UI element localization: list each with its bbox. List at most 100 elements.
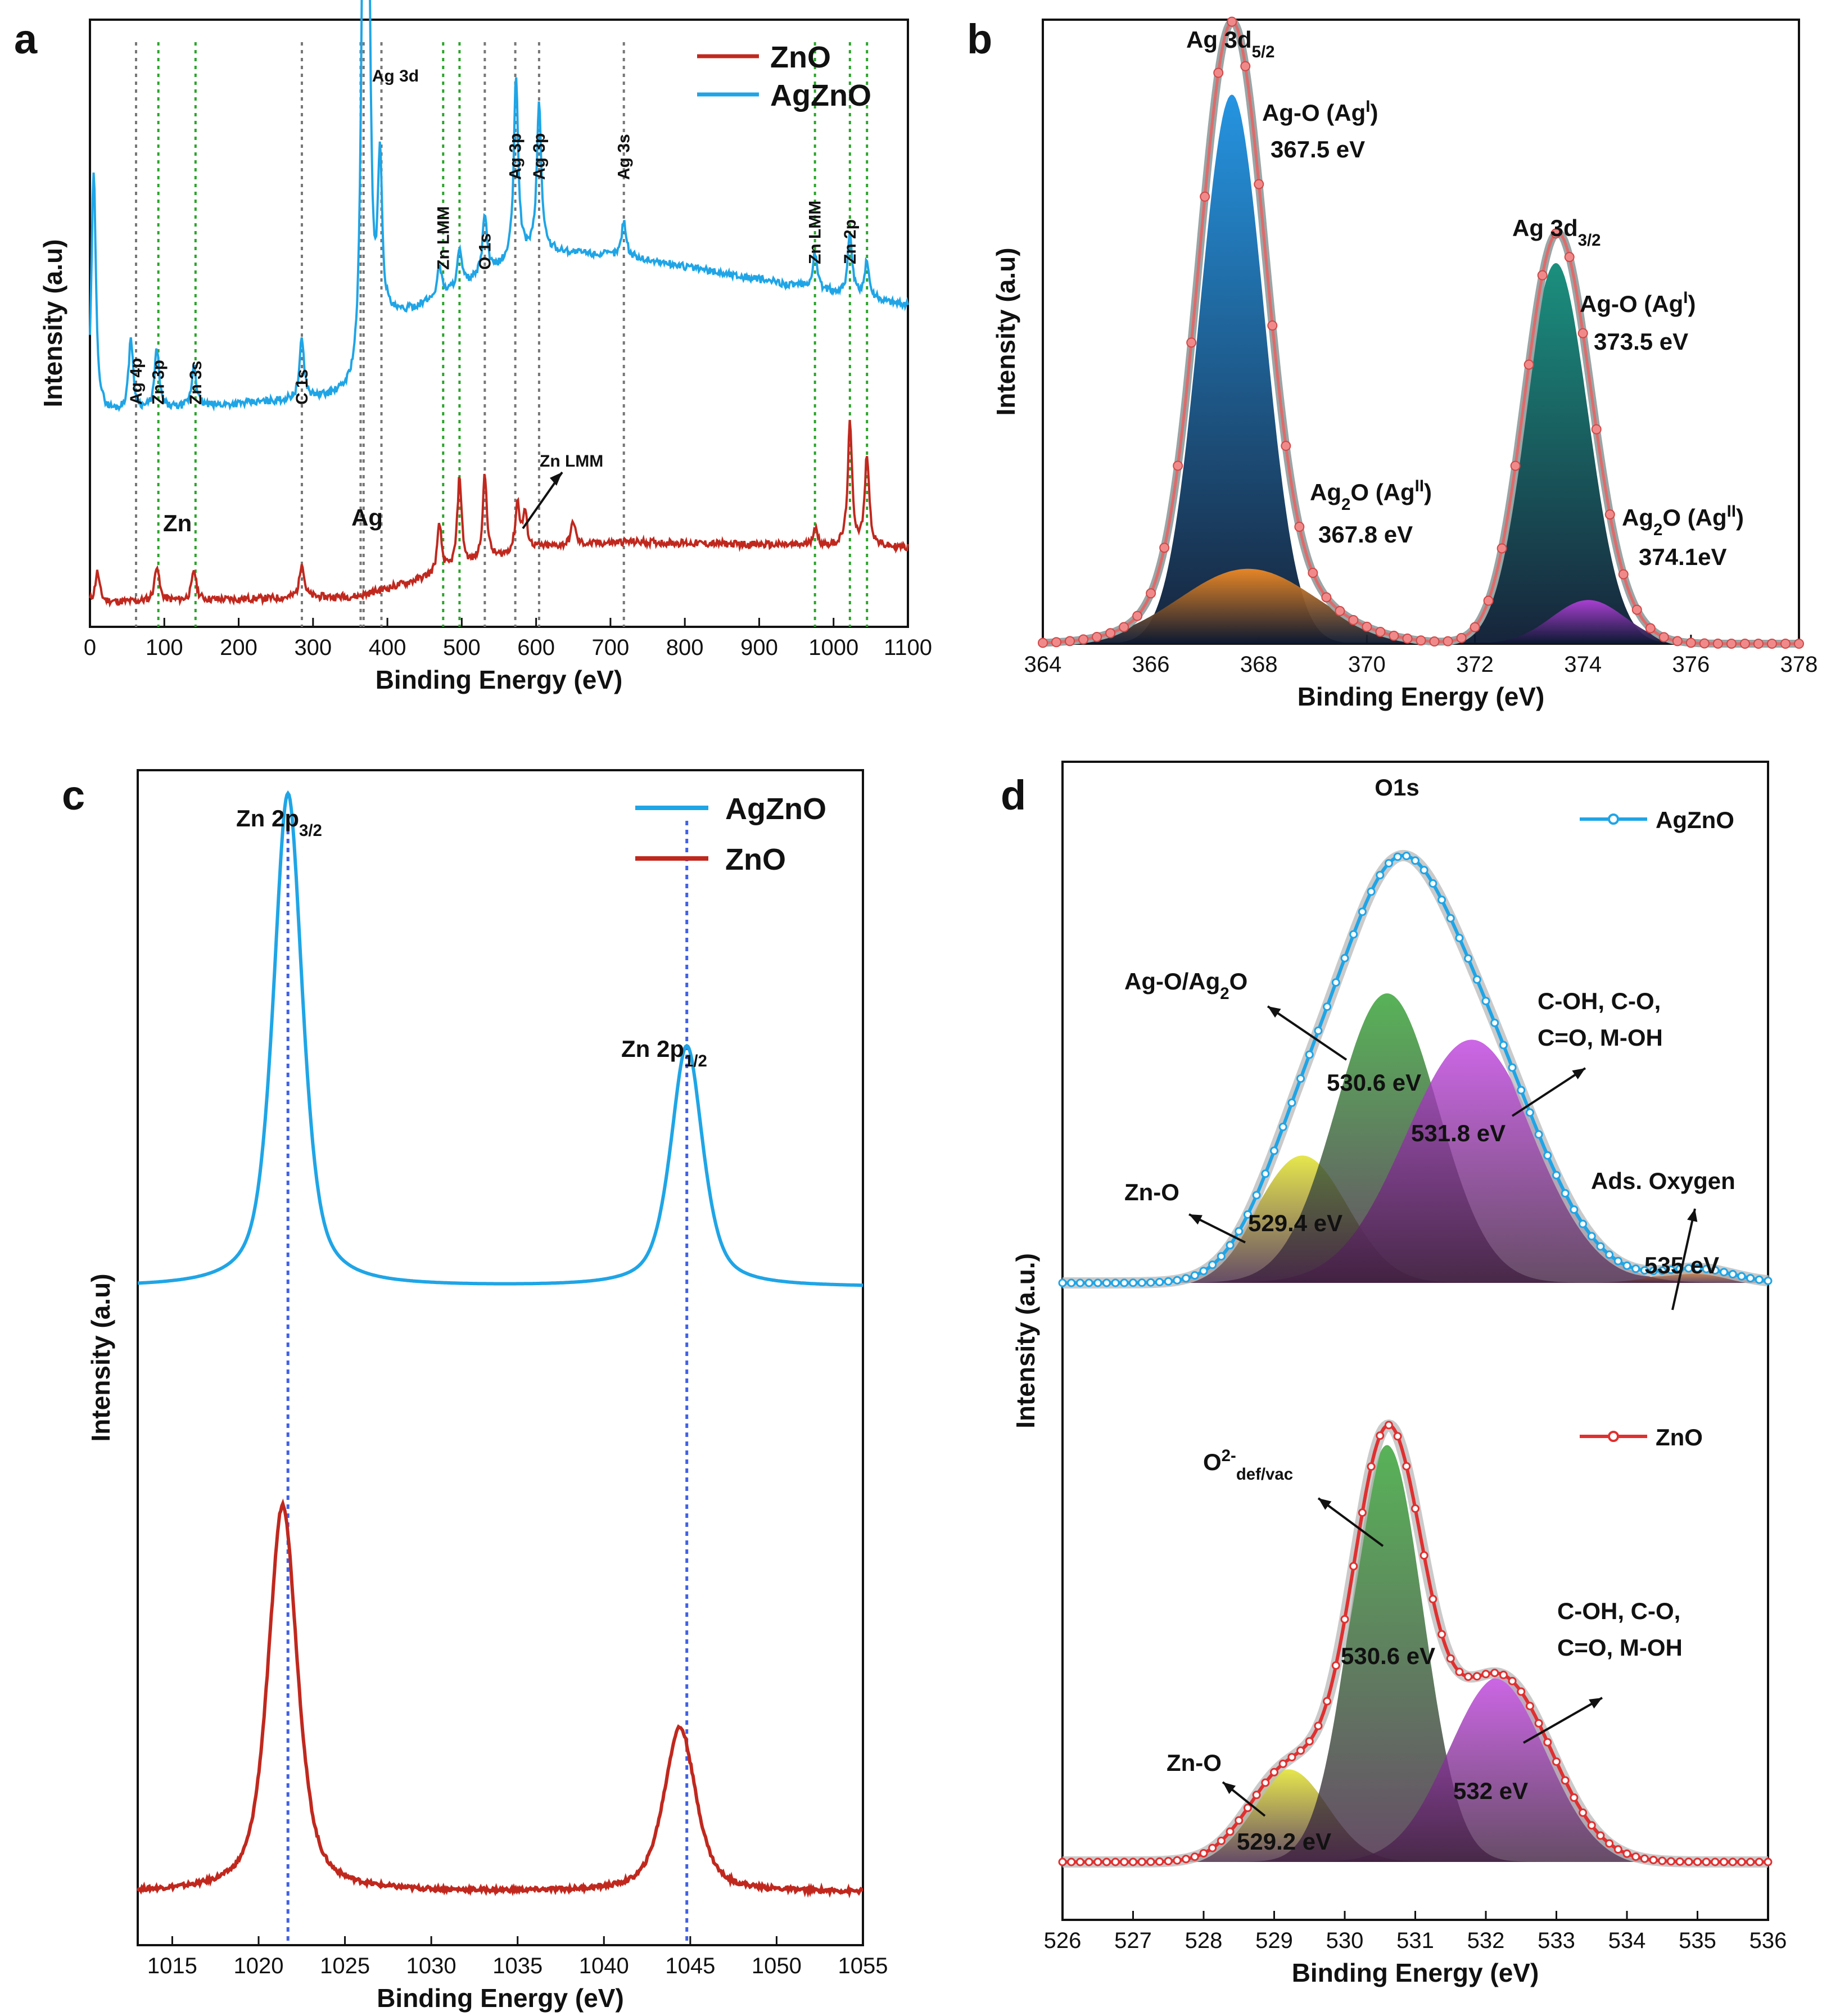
data-point (1497, 543, 1507, 554)
data-point (1455, 933, 1464, 942)
data-point (1570, 1205, 1579, 1214)
data-point (1182, 1855, 1191, 1864)
data-point (1649, 1855, 1658, 1864)
data-point (1270, 1768, 1278, 1777)
axes-panel-c: 1015 1020 1025 1030 1035 1040 1045 1050 1055 Bind… (86, 769, 888, 2013)
x-tick-label: 374 (1564, 652, 1602, 677)
data-point (1481, 1670, 1490, 1679)
legend: AgZnO (1580, 807, 1734, 833)
component-area (1063, 1039, 1768, 1283)
data-point (1605, 1839, 1614, 1848)
data-point (1375, 627, 1386, 638)
data-point (1111, 1278, 1120, 1287)
peak-label-zn2p32: Zn 2p3/2 (236, 805, 322, 840)
data-point (1699, 638, 1710, 649)
data-point (1739, 638, 1750, 649)
legend: ZnO (1580, 1424, 1703, 1450)
data-point (1186, 337, 1197, 348)
peak-label: Zn LMM (806, 201, 825, 264)
data-point (1294, 522, 1305, 532)
label-ago-2: Ag-O (AgI) (1580, 288, 1696, 318)
x-tick-label: 535 (1679, 1928, 1716, 1953)
data-point (1455, 1667, 1464, 1676)
label-coh-2: C=O, M-OH (1538, 1024, 1663, 1051)
x-tick-label: 376 (1672, 652, 1710, 677)
data-point (1684, 1857, 1693, 1866)
data-point (1780, 639, 1791, 649)
label-ads-oxygen: Ads. Oxygen (1591, 1168, 1735, 1194)
arrow-head (1572, 1068, 1585, 1079)
data-point (1393, 852, 1402, 861)
data-point (1067, 1278, 1076, 1287)
data-point (1490, 1018, 1499, 1027)
x-tick-label: 530 (1326, 1928, 1364, 1953)
y-axis-label: Intensity (a.u.) (1011, 1253, 1040, 1429)
data-point (1093, 1278, 1102, 1287)
component-area (1063, 1676, 1768, 1862)
data-point (1058, 1278, 1067, 1287)
data-point (1746, 1274, 1755, 1283)
label-535: 535 eV (1644, 1252, 1719, 1278)
data-point (1720, 1857, 1729, 1866)
label-ago-1: Ag-O (AgI) (1262, 97, 1378, 126)
data-point (1517, 1086, 1526, 1095)
x-tick-label: 527 (1114, 1928, 1152, 1953)
data-point (1666, 1265, 1675, 1274)
legend: ZnO AgZnO (697, 40, 871, 112)
peak-label: Zn 3s (187, 361, 205, 405)
panel-c-content: Zn 2p3/2 Zn 2p1/2 AgZnO ZnO (136, 790, 864, 1945)
data-point (1755, 1857, 1764, 1866)
data-point (1111, 1857, 1120, 1866)
data-point (1658, 1266, 1667, 1275)
data-point (1296, 1074, 1305, 1083)
series-line-zno (89, 419, 909, 608)
data-point (1362, 621, 1372, 632)
x-tick-label: 368 (1240, 652, 1278, 677)
data-point (1287, 1753, 1296, 1762)
y-axis-label: Intensity (a.u) (991, 247, 1020, 415)
x-tick-label: 1030 (406, 1954, 456, 1978)
data-point (1428, 879, 1437, 888)
legend-label: AgZnO (725, 792, 826, 826)
data-point (1753, 638, 1764, 649)
data-point (1737, 1857, 1746, 1866)
data-point (1120, 1278, 1129, 1287)
data-point (1537, 270, 1548, 281)
annotation-zn: Zn (163, 510, 192, 536)
peak-label: Ag 3p (530, 133, 549, 180)
data-point (1305, 1050, 1314, 1059)
x-tick-label: 1000 (808, 635, 858, 660)
peak-label: Ag 4p (127, 358, 146, 405)
data-point (1712, 638, 1723, 649)
data-point (1543, 1151, 1552, 1160)
data-point (1367, 1462, 1376, 1471)
data-point (1078, 634, 1089, 645)
data-point (1058, 1857, 1067, 1866)
data-point (1335, 605, 1345, 616)
data-point (1525, 1108, 1534, 1117)
data-point (1129, 1278, 1137, 1287)
data-point (1146, 588, 1156, 599)
data-point (1105, 628, 1116, 639)
data-point (1173, 1856, 1182, 1865)
label-ag2o-1-value: 367.8 eV (1318, 521, 1413, 548)
data-point (1213, 67, 1224, 78)
data-point (1419, 866, 1428, 875)
data-point (1278, 1123, 1287, 1132)
arrow-head (1589, 1698, 1602, 1709)
data-point (1561, 1776, 1570, 1785)
data-point (1384, 858, 1393, 867)
peak-label: Ag 3d (372, 67, 419, 85)
data-point (1613, 1256, 1622, 1265)
series-line-agzno (89, 0, 909, 412)
label-ag2o-2-value: 374.1eV (1639, 544, 1726, 570)
legend-marker (1608, 813, 1619, 825)
data-point (1314, 1721, 1323, 1730)
legend-label: ZnO (725, 843, 786, 876)
arrow-head (1223, 1782, 1236, 1794)
data-point (1658, 632, 1669, 643)
data-point (1640, 1854, 1649, 1863)
data-point (1464, 954, 1473, 963)
x-axis-label: Binding Energy (eV) (1292, 1958, 1539, 1987)
data-point (1226, 1241, 1235, 1250)
